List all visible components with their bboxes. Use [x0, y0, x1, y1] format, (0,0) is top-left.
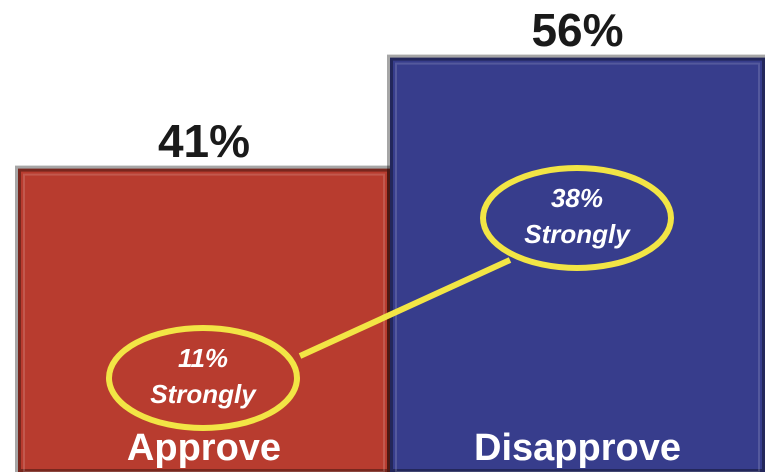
annotation-percent: 11%	[178, 343, 228, 373]
annotation-text: Strongly	[150, 379, 257, 409]
value-label: 41%	[158, 115, 250, 167]
value-label: 56%	[531, 4, 623, 56]
annotation-ellipse	[106, 325, 300, 431]
bar	[15, 165, 393, 472]
annotation-text: Strongly	[524, 219, 631, 249]
annotation-percent: 38%	[551, 183, 603, 213]
bar	[387, 54, 765, 472]
category-label: Approve	[127, 427, 281, 469]
annotation-ellipse	[480, 165, 674, 271]
category-label: Disapprove	[474, 427, 681, 469]
connector-line	[298, 257, 512, 359]
bar-bevel	[23, 173, 385, 472]
